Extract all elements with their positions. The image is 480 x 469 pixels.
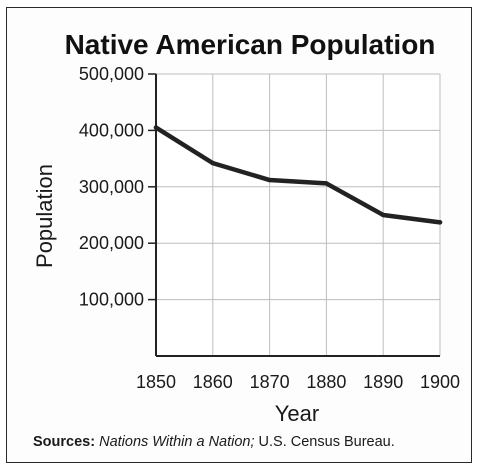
source-works: Nations Within a Nation;	[99, 434, 255, 450]
series-line	[153, 125, 443, 225]
y-axis-label: Population	[32, 164, 57, 268]
x-axis-label: Year	[275, 401, 319, 426]
source-note: Sources: Nations Within a Nation; U.S. C…	[33, 434, 395, 450]
y-ticks: 100,000 200,000 300,000 400,000 500,000	[79, 64, 156, 310]
x-tick-label: 1870	[250, 372, 290, 392]
y-tick-label: 200,000	[79, 233, 144, 253]
x-ticks: 1850 1860 1870 1880 1890 1900	[136, 372, 460, 392]
data-point	[153, 125, 159, 130]
y-tick-label: 300,000	[79, 177, 144, 197]
source-label: Sources:	[33, 434, 96, 450]
y-tick-label: 400,000	[79, 120, 144, 140]
x-tick-label: 1890	[363, 372, 403, 392]
data-point	[210, 160, 215, 166]
series	[153, 125, 443, 225]
data-point	[324, 181, 329, 186]
y-tick-label: 500,000	[79, 64, 144, 84]
x-tick-label: 1850	[136, 372, 176, 392]
chart-title: Native American Population	[65, 29, 436, 60]
data-point	[267, 177, 272, 183]
source-rest: U.S. Census Bureau.	[258, 434, 395, 450]
data-point	[381, 212, 386, 218]
x-tick-label: 1860	[193, 372, 233, 392]
data-point	[437, 220, 443, 225]
x-tick-label: 1900	[420, 372, 460, 392]
x-tick-label: 1880	[306, 372, 346, 392]
axes	[155, 74, 440, 357]
y-tick-label: 100,000	[79, 290, 144, 310]
